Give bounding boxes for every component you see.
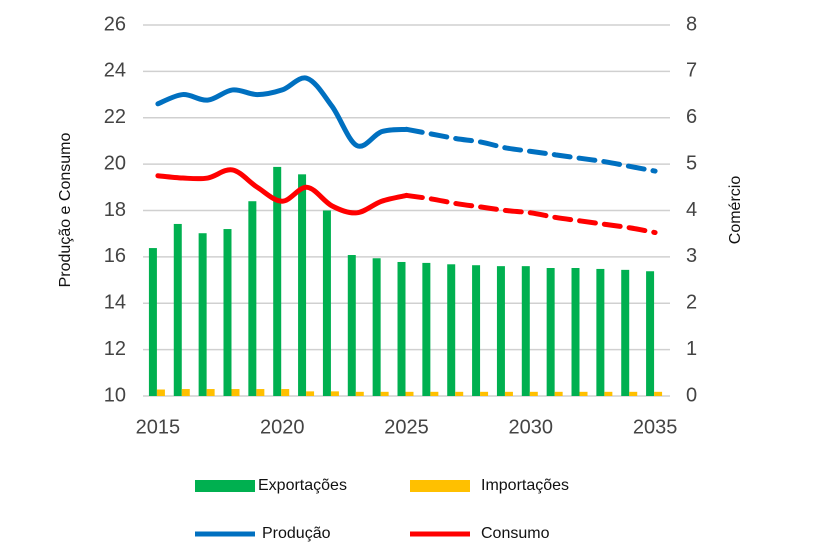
y2-tick-label: 7 xyxy=(686,60,697,82)
y2-axis-title: Comércio xyxy=(727,176,744,245)
bar xyxy=(455,391,464,396)
bar xyxy=(273,166,282,396)
x-tick-label: 2030 xyxy=(509,416,554,438)
bar xyxy=(231,389,240,396)
line xyxy=(155,75,409,149)
bar xyxy=(206,389,215,396)
bar xyxy=(604,391,613,396)
bar xyxy=(380,391,389,396)
y-tick-label: 22 xyxy=(104,106,126,128)
bar xyxy=(496,266,505,396)
bar xyxy=(397,261,406,396)
bar xyxy=(629,391,638,396)
bar xyxy=(504,391,513,396)
legend-swatch xyxy=(410,480,470,492)
y2-tick-label: 3 xyxy=(686,245,697,267)
bar xyxy=(480,391,489,396)
line xyxy=(155,167,409,216)
legend-label: Importações xyxy=(481,477,569,494)
bar xyxy=(447,264,456,396)
y2-tick-label: 4 xyxy=(686,199,697,221)
bar xyxy=(223,229,232,396)
bar xyxy=(529,391,538,396)
bar xyxy=(298,174,307,396)
y-tick-label: 12 xyxy=(104,338,126,360)
y2-tick-label: 0 xyxy=(686,384,697,406)
line xyxy=(404,126,658,174)
bar xyxy=(256,389,265,396)
bar xyxy=(472,265,481,396)
bar xyxy=(430,391,439,396)
bar xyxy=(372,258,381,396)
y2-tick-label: 1 xyxy=(686,338,697,360)
bar xyxy=(173,223,182,396)
bar xyxy=(330,391,339,396)
y-tick-label: 14 xyxy=(104,292,126,314)
y-tick-label: 20 xyxy=(104,152,126,174)
bar xyxy=(281,389,290,396)
bar xyxy=(355,391,364,396)
legend-label: Consumo xyxy=(481,525,550,542)
legend-label: Produção xyxy=(262,525,331,542)
bar xyxy=(156,389,165,396)
bar xyxy=(621,269,630,396)
y2-tick-label: 5 xyxy=(686,152,697,174)
y-tick-label: 16 xyxy=(104,245,126,267)
bar xyxy=(596,268,605,396)
bar xyxy=(546,268,555,396)
legend-swatch xyxy=(195,480,255,492)
line xyxy=(404,192,658,236)
bar xyxy=(554,391,563,396)
y-axis-title: Produção e Consumo xyxy=(57,133,74,288)
legend-label: Exportações xyxy=(258,477,347,494)
x-tick-label: 2035 xyxy=(633,416,678,438)
bar xyxy=(405,391,414,396)
x-tick-label: 2020 xyxy=(260,416,305,438)
bar xyxy=(148,248,157,396)
bar xyxy=(322,210,331,396)
y2-tick-label: 6 xyxy=(686,106,697,128)
bar xyxy=(654,391,663,396)
bar xyxy=(248,201,257,396)
y-tick-label: 24 xyxy=(104,60,126,82)
bar xyxy=(579,391,588,396)
bar xyxy=(646,271,655,396)
bar xyxy=(347,255,356,396)
y-tick-label: 26 xyxy=(104,13,126,35)
x-tick-label: 2015 xyxy=(136,416,181,438)
bar xyxy=(306,391,315,396)
x-tick-label: 2025 xyxy=(384,416,429,438)
y-tick-label: 10 xyxy=(104,384,126,406)
bar xyxy=(422,262,431,396)
bar xyxy=(181,389,190,396)
y-tick-label: 18 xyxy=(104,199,126,221)
y2-tick-label: 2 xyxy=(686,292,697,314)
bar xyxy=(521,266,530,396)
bar xyxy=(571,268,580,396)
bar xyxy=(198,233,207,396)
y2-tick-label: 8 xyxy=(686,13,697,35)
